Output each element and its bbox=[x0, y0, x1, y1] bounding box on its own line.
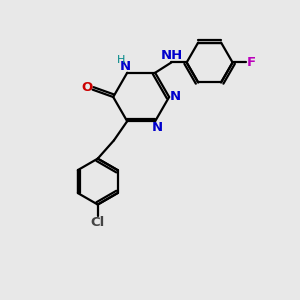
Text: F: F bbox=[247, 56, 256, 69]
Text: O: O bbox=[82, 81, 93, 94]
Text: NH: NH bbox=[161, 49, 183, 62]
Text: Cl: Cl bbox=[91, 216, 105, 229]
Text: N: N bbox=[170, 91, 181, 103]
Text: H: H bbox=[116, 56, 125, 65]
Text: N: N bbox=[152, 121, 163, 134]
Text: N: N bbox=[120, 60, 131, 73]
